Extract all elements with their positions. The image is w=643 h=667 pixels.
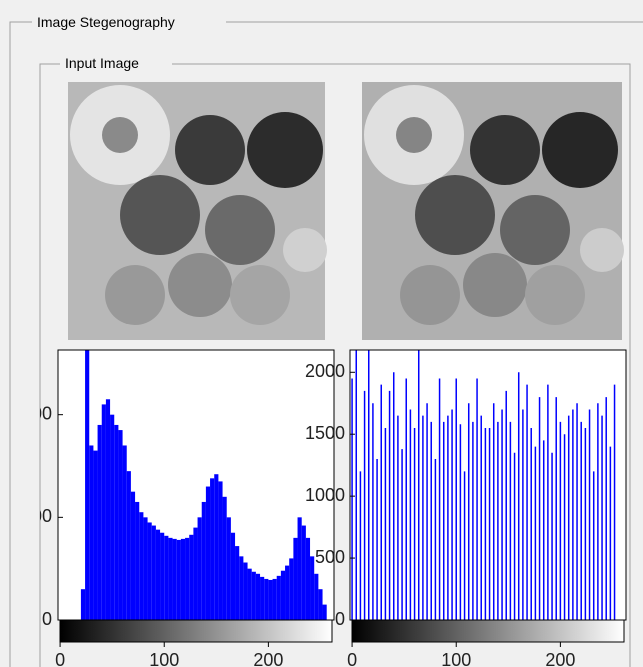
histogram-bar bbox=[135, 501, 140, 620]
y-tick-label: 1000 bbox=[305, 485, 345, 505]
histogram-bar bbox=[230, 532, 236, 620]
histogram-bar bbox=[105, 399, 111, 620]
histogram-bar bbox=[285, 565, 290, 620]
histogram-bar bbox=[247, 568, 252, 620]
y-tick-label: 1000 bbox=[12, 506, 52, 526]
histogram-bar bbox=[218, 481, 223, 620]
histogram-bar bbox=[89, 445, 94, 620]
histogram-bar bbox=[314, 573, 319, 620]
inner-panel-border bbox=[39, 63, 631, 667]
histogram-bar bbox=[172, 538, 177, 620]
histogram-bar bbox=[126, 471, 131, 620]
histogram-bar bbox=[264, 578, 269, 620]
histogram-bar bbox=[85, 350, 90, 620]
histogram-bar bbox=[118, 430, 123, 620]
histogram-bar bbox=[305, 537, 311, 620]
histogram-bar bbox=[114, 424, 119, 620]
histogram-bar bbox=[222, 496, 227, 620]
histogram-bar bbox=[322, 604, 327, 620]
histogram-bar bbox=[272, 578, 277, 620]
histogram-bar bbox=[226, 517, 231, 620]
histogram-bar bbox=[122, 445, 127, 620]
histogram-bar bbox=[110, 414, 115, 620]
outer-panel-title: Image Stegenography bbox=[37, 14, 175, 30]
histogram-bar bbox=[164, 535, 169, 620]
histogram-bar bbox=[97, 424, 102, 620]
histogram-bar bbox=[143, 517, 148, 620]
histogram-bar bbox=[276, 575, 281, 620]
histogram-bar bbox=[197, 517, 202, 620]
histogram-bar bbox=[280, 570, 286, 620]
histogram-bar bbox=[289, 558, 294, 620]
y-tick-label: 1500 bbox=[305, 423, 345, 443]
inner-panel-title: Input Image bbox=[65, 55, 139, 71]
histogram-bar bbox=[235, 546, 240, 620]
histogram-bar bbox=[255, 573, 261, 620]
x-tick-label: 200 bbox=[545, 650, 575, 667]
histogram-bar bbox=[293, 537, 298, 620]
histogram-bar bbox=[155, 529, 161, 620]
x-tick-label: 0 bbox=[347, 650, 357, 667]
histogram-bar bbox=[101, 404, 106, 620]
x-tick-label: 100 bbox=[441, 650, 471, 667]
histogram-bar bbox=[80, 589, 86, 620]
stego-image bbox=[362, 82, 624, 340]
x-tick-label: 200 bbox=[253, 650, 283, 667]
histogram-bar bbox=[189, 534, 194, 620]
x-tick-label: 100 bbox=[149, 650, 179, 667]
colorbar bbox=[59, 619, 333, 643]
y-tick-label: 2000 bbox=[12, 403, 52, 423]
cover-image bbox=[68, 82, 327, 340]
histogram-bar bbox=[301, 525, 306, 620]
y-tick-label: 0 bbox=[335, 609, 345, 629]
outer-panel-border bbox=[9, 21, 643, 667]
histogram-bar bbox=[130, 491, 136, 620]
y-tick-label: 500 bbox=[315, 547, 345, 567]
histogram-bar bbox=[239, 556, 244, 620]
histogram-bar bbox=[260, 576, 265, 620]
histogram-bar bbox=[139, 512, 144, 620]
histogram-bar bbox=[243, 562, 248, 620]
histogram-bar bbox=[310, 556, 315, 620]
histogram-bar bbox=[318, 589, 323, 620]
histogram-bar bbox=[160, 532, 165, 620]
histogram-bar bbox=[147, 522, 152, 620]
y-tick-label: 2000 bbox=[305, 361, 345, 381]
histogram-bar bbox=[201, 501, 206, 620]
histogram-bar bbox=[251, 571, 256, 620]
histogram-bar bbox=[193, 527, 198, 620]
histogram-bar bbox=[176, 539, 181, 620]
histograms: 010002000010020005001000150020000100200 bbox=[12, 349, 627, 667]
histogram-bar bbox=[180, 538, 186, 620]
y-tick-label: 0 bbox=[42, 609, 52, 629]
histogram-bar bbox=[168, 537, 173, 620]
histogram-bar bbox=[151, 525, 156, 620]
histogram-bar bbox=[297, 517, 302, 620]
colorbar bbox=[351, 619, 625, 643]
histogram-bar bbox=[214, 474, 219, 620]
x-tick-label: 0 bbox=[55, 650, 65, 667]
histogram-bar bbox=[185, 537, 190, 620]
histogram-bar bbox=[205, 486, 211, 620]
histogram-bar bbox=[210, 478, 215, 620]
histogram-bar bbox=[93, 450, 98, 620]
plot-area bbox=[350, 350, 626, 620]
histogram-bar bbox=[268, 579, 273, 620]
